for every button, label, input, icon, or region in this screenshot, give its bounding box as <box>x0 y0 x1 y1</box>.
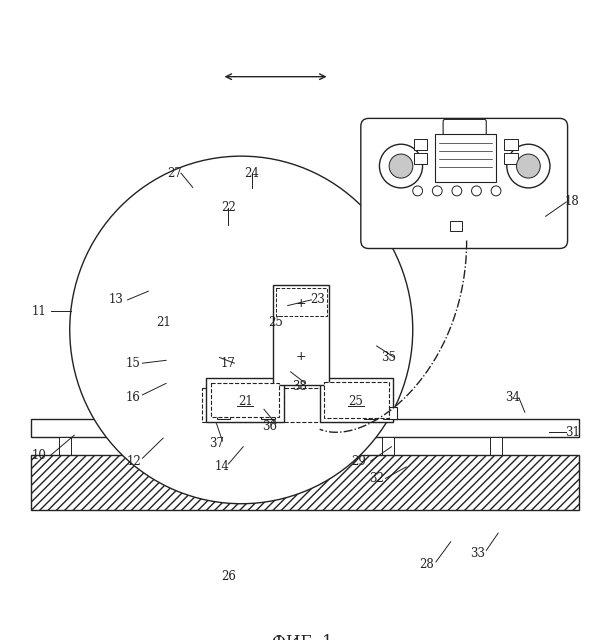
Circle shape <box>379 144 422 188</box>
Text: 12: 12 <box>126 454 141 468</box>
Bar <box>273 285 330 385</box>
Text: 24: 24 <box>244 166 260 180</box>
Bar <box>319 378 393 422</box>
Bar <box>206 378 284 422</box>
Text: 37: 37 <box>209 437 224 451</box>
Text: 14: 14 <box>215 460 230 474</box>
Bar <box>217 408 231 419</box>
Circle shape <box>70 156 413 504</box>
FancyBboxPatch shape <box>443 120 486 135</box>
Text: 17: 17 <box>221 356 236 370</box>
Circle shape <box>517 154 540 178</box>
Circle shape <box>491 186 501 196</box>
Bar <box>504 140 518 150</box>
Text: 13: 13 <box>108 293 123 307</box>
Text: 35: 35 <box>381 351 396 364</box>
Bar <box>384 408 397 419</box>
Text: 27: 27 <box>168 166 183 180</box>
Text: +: + <box>296 296 306 310</box>
Circle shape <box>471 186 482 196</box>
Text: 28: 28 <box>420 558 434 572</box>
Text: 31: 31 <box>565 426 580 439</box>
Circle shape <box>507 144 550 188</box>
Text: 38: 38 <box>292 380 307 393</box>
Circle shape <box>433 186 442 196</box>
Text: ФИГ. 1: ФИГ. 1 <box>272 634 333 640</box>
Bar <box>414 140 428 150</box>
Bar <box>261 408 275 419</box>
Bar <box>275 288 327 316</box>
Bar <box>364 408 378 419</box>
Circle shape <box>452 186 462 196</box>
Text: 34: 34 <box>506 391 520 404</box>
Bar <box>504 153 518 164</box>
Text: 21: 21 <box>156 316 171 330</box>
Bar <box>211 383 280 417</box>
FancyBboxPatch shape <box>362 201 416 243</box>
Bar <box>137 437 149 455</box>
Bar <box>382 437 394 455</box>
Bar <box>490 437 502 455</box>
Circle shape <box>389 154 413 178</box>
Text: 33: 33 <box>470 547 485 560</box>
Text: 15: 15 <box>126 356 141 370</box>
Text: 11: 11 <box>31 305 46 318</box>
Text: 25: 25 <box>348 395 364 408</box>
Circle shape <box>413 186 422 196</box>
Bar <box>30 455 580 509</box>
Text: 23: 23 <box>310 293 325 307</box>
Text: 29: 29 <box>352 454 366 468</box>
Text: 21: 21 <box>238 395 252 408</box>
Bar <box>435 134 496 182</box>
Bar <box>275 437 286 455</box>
Bar <box>450 221 462 230</box>
Text: +: + <box>296 350 306 364</box>
Bar <box>30 419 580 437</box>
FancyBboxPatch shape <box>361 118 567 248</box>
Bar <box>59 437 71 455</box>
Bar <box>324 381 389 419</box>
Text: 25: 25 <box>269 316 283 330</box>
Text: 18: 18 <box>565 195 580 209</box>
Text: 22: 22 <box>221 201 236 214</box>
Text: 10: 10 <box>31 449 46 462</box>
Bar <box>202 388 393 422</box>
Text: 32: 32 <box>369 472 384 485</box>
Text: 16: 16 <box>126 391 141 404</box>
Text: 26: 26 <box>221 570 236 583</box>
Bar <box>414 153 428 164</box>
FancyBboxPatch shape <box>501 201 555 243</box>
Text: 36: 36 <box>263 420 277 433</box>
